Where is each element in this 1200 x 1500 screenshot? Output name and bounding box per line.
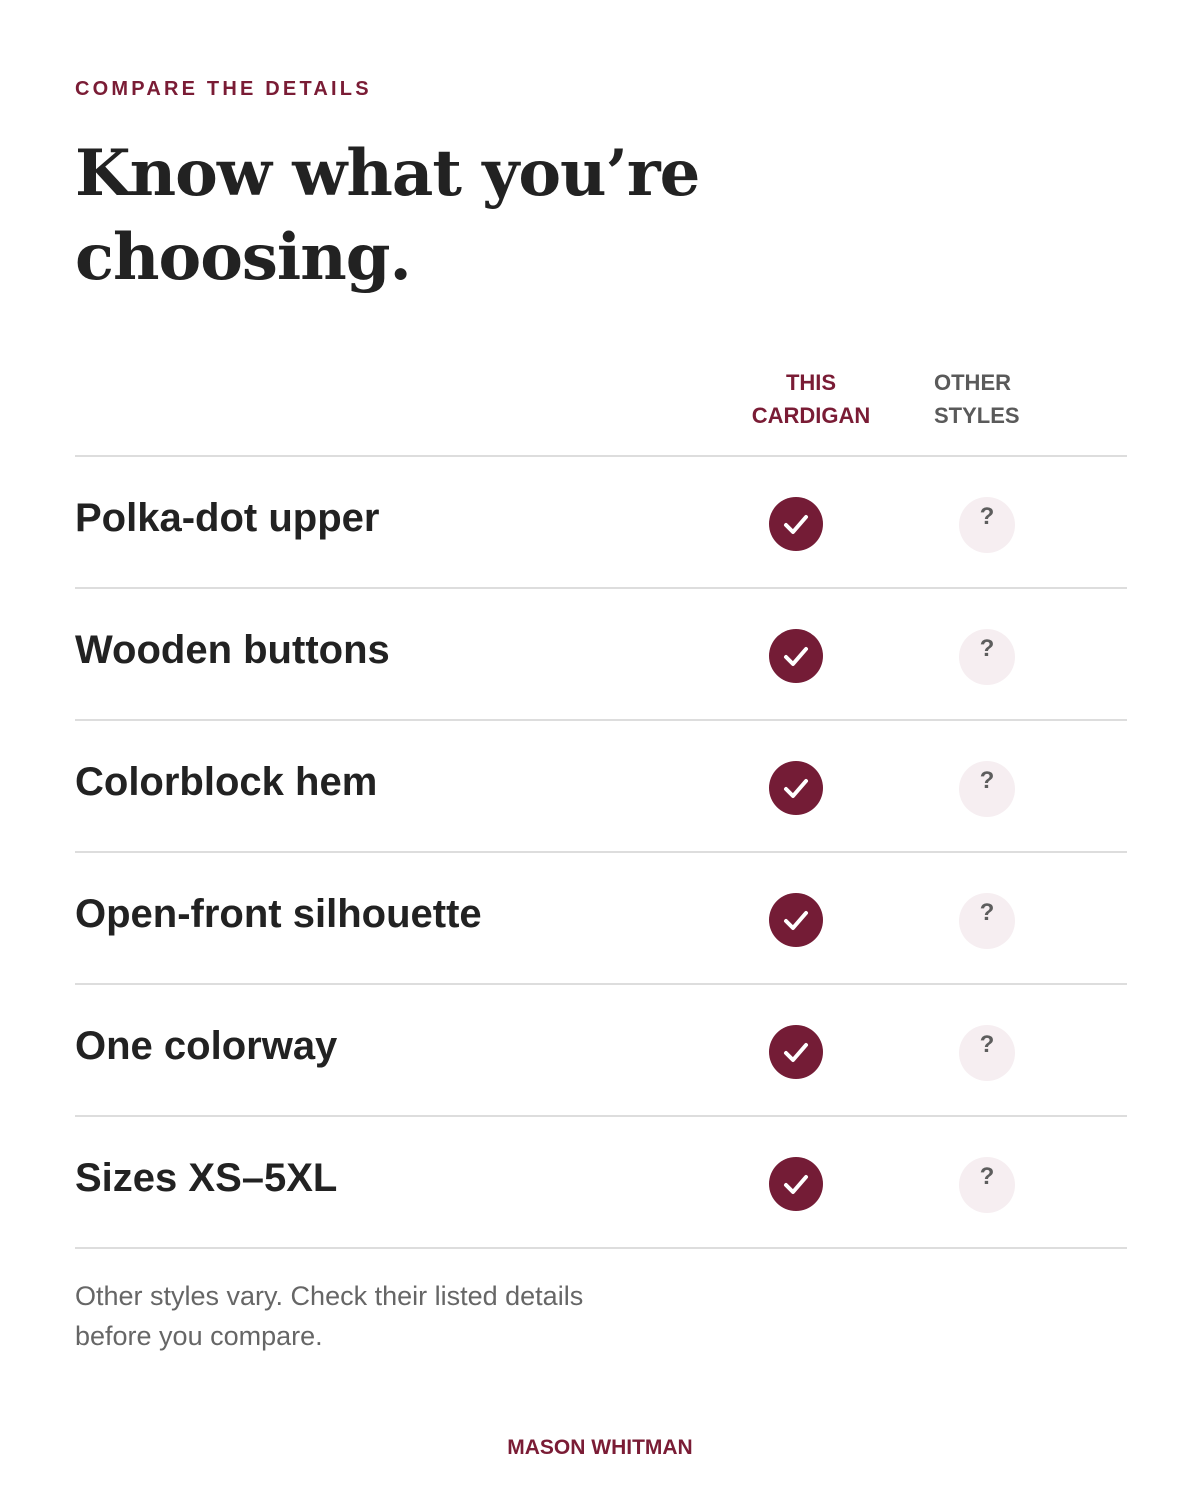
feature-label: Polka-dot upper <box>75 496 380 540</box>
page-title: Know what you’re choosing. <box>75 132 835 300</box>
feature-label: One colorway <box>75 1024 338 1068</box>
question-icon: ? <box>959 1025 1015 1081</box>
check-icon <box>769 1157 823 1211</box>
comparison-row: Sizes XS–5XL ? <box>75 1117 1127 1249</box>
column-header-other-line-2: STYLES <box>934 403 1020 428</box>
comparison-row: Open-front silhouette ? <box>75 853 1127 985</box>
question-icon: ? <box>959 629 1015 685</box>
page-title-line-1: Know what you’re <box>75 136 700 211</box>
page-title-line-2: choosing. <box>75 220 412 295</box>
question-icon: ? <box>959 761 1015 817</box>
footnote: Other styles vary. Check their listed de… <box>75 1276 715 1356</box>
column-header-this-line-2: CARDIGAN <box>751 403 871 428</box>
check-icon <box>769 629 823 683</box>
feature-label: Colorblock hem <box>75 760 378 804</box>
column-header-this-cardigan: THIS CARDIGAN <box>730 366 892 432</box>
column-header-other-styles: OTHER STYLES <box>934 366 1074 432</box>
question-icon: ? <box>959 893 1015 949</box>
column-header-this-line-1: THIS <box>785 370 837 395</box>
comparison-row: Wooden buttons ? <box>75 589 1127 721</box>
footnote-line-2: before you compare. <box>75 1321 323 1351</box>
check-icon <box>769 1025 823 1079</box>
check-icon <box>769 893 823 947</box>
column-header-other-line-1: OTHER <box>934 370 1011 395</box>
check-icon <box>769 761 823 815</box>
feature-label: Wooden buttons <box>75 628 390 672</box>
question-icon: ? <box>959 497 1015 553</box>
comparison-row: Colorblock hem ? <box>75 721 1127 853</box>
footnote-line-1: Other styles vary. Check their listed de… <box>75 1281 584 1311</box>
question-icon: ? <box>959 1157 1015 1213</box>
check-icon <box>769 497 823 551</box>
brand-name: MASON WHITMAN <box>507 1436 693 1459</box>
eyebrow-label: COMPARE THE DETAILS <box>75 78 372 100</box>
comparison-row: Polka-dot upper ? <box>75 457 1127 589</box>
feature-label: Open-front silhouette <box>75 892 482 936</box>
comparison-row: One colorway ? <box>75 985 1127 1117</box>
comparison-table: Polka-dot upper ? Wooden buttons ? Color… <box>75 455 1127 1249</box>
feature-label: Sizes XS–5XL <box>75 1156 338 1200</box>
